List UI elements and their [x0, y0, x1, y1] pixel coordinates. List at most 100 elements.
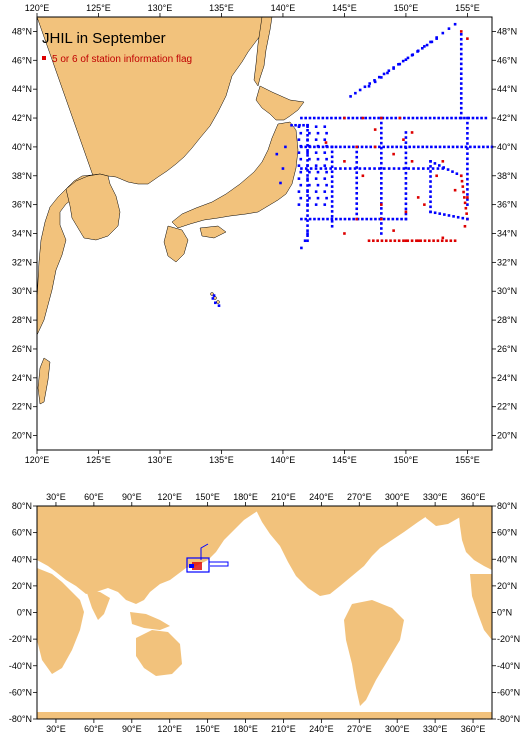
lon-tick-label: 150°E [195, 492, 220, 502]
lon-tick-label: 140°E [271, 455, 296, 465]
lat-tick-label: 36°N [12, 200, 32, 210]
lat-tick-label: 48°N [497, 26, 517, 36]
lat-tick-label: 0°N [497, 608, 512, 618]
taiwan [37, 357, 51, 405]
regional-ticks: 120°E 120°E 125°E 125°E 130°E 130°E 135°E 135°E… [12, 3, 517, 465]
lat-tick-label: 80°N [12, 501, 32, 511]
lat-tick-label: -80°N [497, 714, 520, 724]
lon-tick-label: 210°E [271, 724, 296, 734]
lon-tick-label: 180°E [233, 724, 258, 734]
lat-tick-label: 24°N [12, 373, 32, 383]
lat-tick-label: 44°N [12, 84, 32, 94]
australia [136, 630, 182, 676]
lon-tick-label: 270°E [347, 492, 372, 502]
global-stations [186, 543, 229, 573]
lat-tick-label: 32°N [497, 257, 517, 267]
lat-tick-label: 40°N [497, 554, 517, 564]
lat-tick-label: -20°N [9, 634, 32, 644]
lat-tick-label: 20°N [12, 581, 32, 591]
lat-tick-label: 34°N [497, 229, 517, 239]
lat-tick-label: 38°N [497, 171, 517, 181]
lat-tick-label: 22°N [12, 402, 32, 412]
lat-tick-label: 26°N [12, 344, 32, 354]
lon-tick-label: 145°E [332, 455, 357, 465]
lat-tick-label: -40°N [497, 661, 520, 671]
lat-tick-label: 44°N [497, 84, 517, 94]
lat-tick-label: -80°N [9, 714, 32, 724]
europe-right [458, 506, 492, 570]
lat-tick-label: 60°N [12, 528, 32, 538]
lat-tick-label: -60°N [497, 687, 520, 697]
lon-tick-label: 300°E [385, 724, 410, 734]
lon-tick-label: 135°E [209, 3, 234, 13]
lon-tick-label: 120°E [157, 724, 182, 734]
lat-tick-label: 38°N [12, 171, 32, 181]
lon-tick-label: 150°E [394, 3, 419, 13]
lat-tick-label: 34°N [12, 229, 32, 239]
lat-tick-label: -60°N [9, 687, 32, 697]
lat-tick-label: 42°N [12, 113, 32, 123]
regional-land [36, 16, 305, 405]
lat-tick-label: 46°N [497, 55, 517, 65]
sakhalin [253, 16, 273, 87]
lat-tick-label: 24°N [497, 373, 517, 383]
map-title: JHIL in September [42, 30, 166, 47]
lat-tick-label: -20°N [497, 634, 520, 644]
lon-tick-label: 270°E [347, 724, 372, 734]
lon-tick-label: 90°E [122, 492, 142, 502]
south-america [344, 600, 404, 706]
lat-tick-label: 28°N [497, 315, 517, 325]
lat-tick-label: 30°N [497, 286, 517, 296]
lat-tick-label: 40°N [497, 142, 517, 152]
lon-tick-label: 135°E [209, 455, 234, 465]
global-map: 30°E 30°E 60°E 60°E 90°E 90°E 120°E 120°E 150°E 1… [9, 492, 520, 734]
lat-tick-label: 48°N [12, 26, 32, 36]
lon-tick-label: 180°E [233, 492, 258, 502]
lat-tick-label: 20°N [497, 581, 517, 591]
lat-tick-label: 20°N [497, 431, 517, 441]
legend-label: 5 or 6 of station information flag [52, 54, 192, 65]
lon-tick-label: 30°E [46, 492, 66, 502]
lon-tick-label: 125°E [86, 455, 111, 465]
lat-tick-label: 80°N [497, 501, 517, 511]
lon-tick-label: 360°E [461, 724, 486, 734]
lon-tick-label: 140°E [271, 3, 296, 13]
lat-tick-label: 22°N [497, 402, 517, 412]
lon-tick-label: 130°E [148, 455, 173, 465]
africa-right [470, 574, 492, 640]
regional-map: 120°E 120°E 125°E 125°E 130°E 130°E 135°E 135°E… [12, 3, 517, 465]
lon-tick-label: 145°E [332, 3, 357, 13]
lon-tick-label: 330°E [423, 724, 448, 734]
antarctica [37, 712, 492, 719]
india [86, 590, 110, 620]
eurasia [37, 506, 266, 604]
lon-tick-label: 130°E [148, 3, 173, 13]
lon-tick-label: 150°E [394, 455, 419, 465]
global-ticks: 30°E 30°E 60°E 60°E 90°E 90°E 120°E 120°E 150°E 1… [9, 492, 520, 734]
lat-tick-label: 40°N [12, 142, 32, 152]
lat-tick-label: 28°N [12, 315, 32, 325]
legend-marker [42, 56, 46, 60]
lon-tick-label: 120°E [25, 455, 50, 465]
greenland [420, 506, 470, 526]
lon-tick-label: 60°E [84, 724, 104, 734]
lat-tick-label: 20°N [12, 431, 32, 441]
lon-tick-label: 210°E [271, 492, 296, 502]
lon-tick-label: 120°E [25, 3, 50, 13]
global-land [37, 506, 492, 719]
lat-tick-label: -40°N [9, 661, 32, 671]
shikoku [199, 225, 227, 239]
lat-tick-label: 30°N [12, 286, 32, 296]
lat-tick-label: 46°N [12, 55, 32, 65]
kyushu [163, 225, 189, 263]
lon-tick-label: 150°E [195, 724, 220, 734]
lon-tick-label: 155°E [455, 3, 480, 13]
hokkaido [255, 85, 305, 121]
lon-tick-label: 240°E [309, 492, 334, 502]
lon-tick-label: 125°E [86, 3, 111, 13]
honshu [171, 121, 299, 229]
lat-tick-label: 26°N [497, 344, 517, 354]
lon-tick-label: 300°E [385, 492, 410, 502]
korea [65, 173, 121, 241]
